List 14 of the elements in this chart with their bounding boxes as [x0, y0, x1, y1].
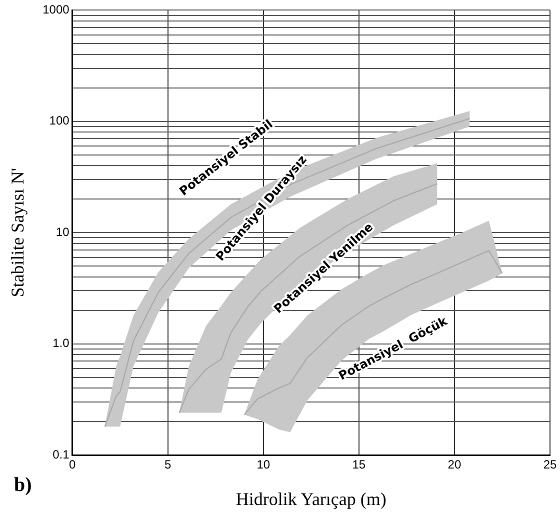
y-tick-label: 1.0 — [52, 336, 70, 350]
y-tick-label: 10 — [56, 224, 70, 239]
x-tick-label: 10 — [256, 458, 270, 472]
text: b) — [14, 474, 32, 497]
x-tick-label: 20 — [448, 458, 462, 472]
y-tick-label: 100 — [49, 114, 70, 128]
x-tick-label: 25 — [543, 458, 557, 472]
x-axis-title: Hidrolik Yarıçap (m) — [236, 488, 386, 509]
x-tick-label: 0 — [68, 458, 76, 472]
x-tick-label: 15 — [352, 458, 366, 472]
y-tick-label: 1000 — [42, 2, 70, 17]
y-axis-title: Stabilite Sayısı N' — [8, 168, 28, 298]
y-tick-label: 0.1 — [52, 447, 70, 462]
x-tick-label: 5 — [164, 458, 172, 472]
